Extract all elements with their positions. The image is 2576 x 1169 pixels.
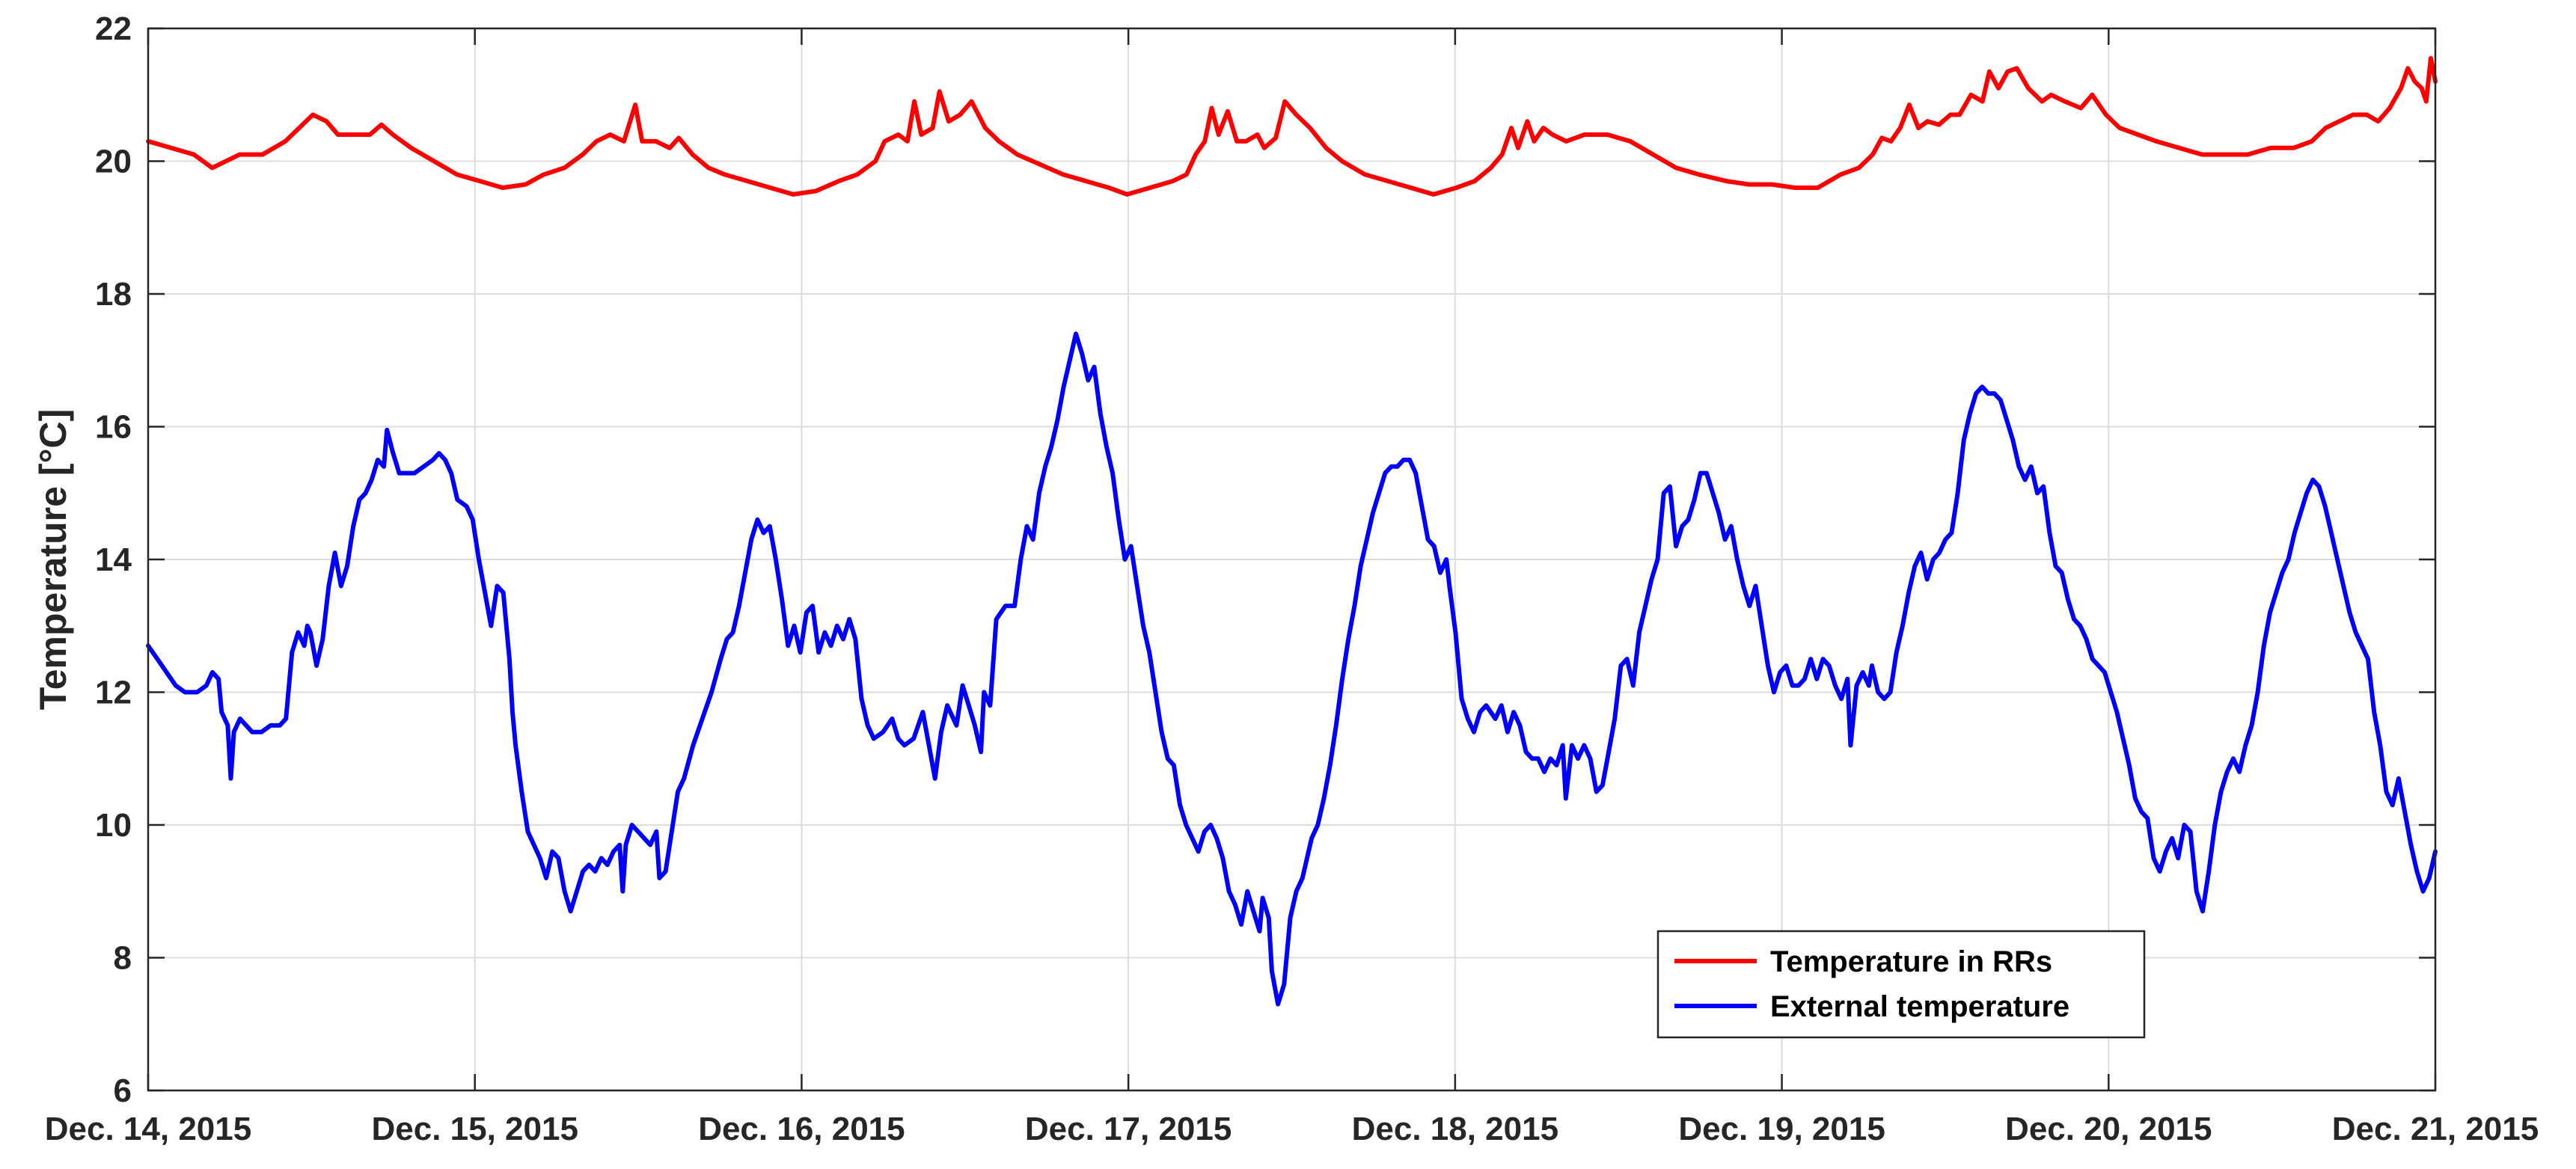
y-axis-label: Temperature [°C] <box>32 409 74 710</box>
x-axis-tick-labels: Dec. 14, 2015 Dec. 15, 2015 Dec. 16, 2015 D… <box>45 1111 2539 1147</box>
x-tick-label: Dec. 16, 2015 <box>698 1111 905 1147</box>
x-tick-label: Dec. 17, 2015 <box>1025 1111 1232 1147</box>
series-line-external-temperature <box>146 331 2438 1007</box>
x-tick-label: Dec. 15, 2015 <box>371 1111 578 1147</box>
x-tick-label: Dec. 21, 2015 <box>2332 1111 2539 1147</box>
y-tick-label: 22 <box>95 10 132 47</box>
x-tick-label: Dec. 14, 2015 <box>45 1111 251 1147</box>
series-lines <box>146 55 2438 1007</box>
y-tick-label: 16 <box>95 409 132 446</box>
legend-entry-temperature-in-rrs: Temperature in RRs <box>1770 945 2052 978</box>
axis-ticks <box>147 27 2437 1092</box>
y-tick-label: 18 <box>95 276 132 313</box>
legend-entry-external-temperature: External temperature <box>1770 990 2069 1023</box>
grid-lines <box>147 28 2436 1091</box>
y-tick-label: 14 <box>95 541 132 578</box>
x-tick-label: Dec. 18, 2015 <box>1352 1111 1558 1147</box>
y-tick-label: 12 <box>95 675 132 711</box>
y-tick-label: 20 <box>95 144 132 180</box>
y-tick-label: 8 <box>114 940 132 977</box>
series-line-temperature-in-rrs <box>146 55 2438 197</box>
legend: Temperature in RRs External temperature <box>1656 930 2146 1039</box>
legend-box <box>1656 930 2146 1039</box>
y-axis-tick-labels: 6 8 10 12 14 16 18 20 22 <box>95 10 132 1109</box>
x-tick-label: Dec. 19, 2015 <box>1678 1111 1885 1147</box>
y-tick-label: 6 <box>114 1073 132 1109</box>
x-tick-label: Dec. 20, 2015 <box>2005 1111 2212 1147</box>
y-tick-label: 10 <box>95 807 132 844</box>
